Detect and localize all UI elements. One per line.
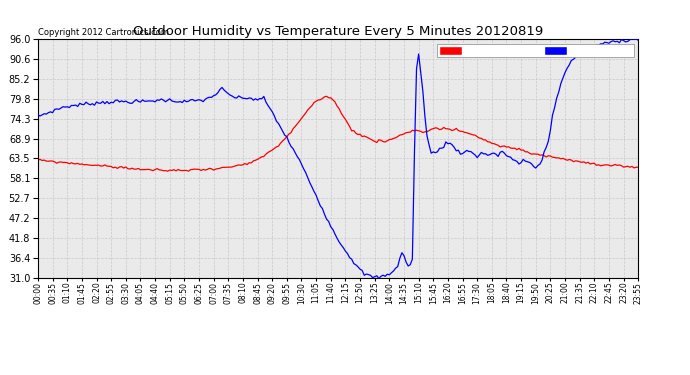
Title: Outdoor Humidity vs Temperature Every 5 Minutes 20120819: Outdoor Humidity vs Temperature Every 5 … bbox=[133, 25, 543, 38]
Text: Copyright 2012 Cartronics.com: Copyright 2012 Cartronics.com bbox=[38, 28, 169, 37]
Legend: Temperature (°F), Humidity  (%): Temperature (°F), Humidity (%) bbox=[437, 44, 633, 57]
